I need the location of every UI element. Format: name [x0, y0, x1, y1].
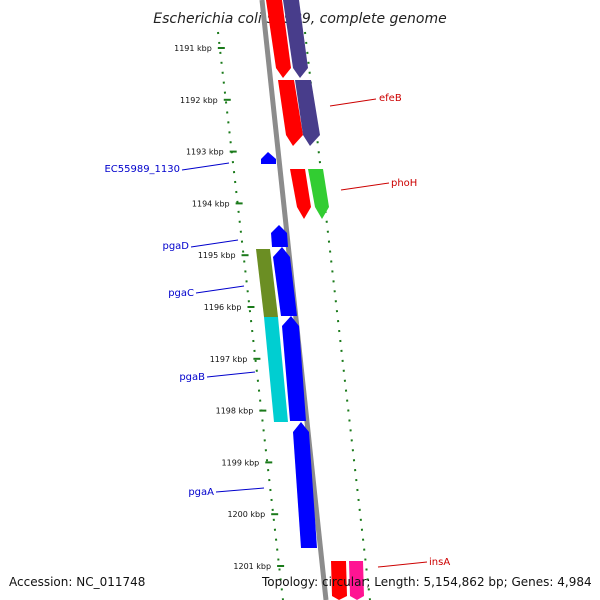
gene-pgaA [293, 422, 317, 548]
gene-EC55989_1130 [261, 152, 276, 164]
tick-label: 1191 kbp [174, 44, 212, 53]
label-pgaA: pgaA [188, 487, 214, 498]
label-insA: insA [429, 557, 450, 568]
gene-red-3 [290, 169, 311, 219]
tick-label: 1199 kbp [222, 458, 260, 467]
gene-pgaB [282, 316, 306, 421]
gene-slate-1 [283, 0, 308, 78]
EC55989_1130-leader [181, 162, 230, 171]
tick-label: 1194 kbp [192, 199, 230, 208]
gene-pgaC-olive [256, 249, 278, 317]
tick-label: 1198 kbp [216, 407, 254, 416]
pgaD-leader [190, 239, 239, 248]
gene-efeB [295, 80, 320, 146]
gene-pgaB-cyan [264, 317, 288, 422]
label-EC55989_1130: EC55989_1130 [104, 164, 180, 175]
tick-label: 1197 kbp [210, 355, 248, 364]
gene-red-1 [266, 0, 291, 78]
phoH-leader [340, 182, 390, 191]
accession-text: Accession: NC_011748 [9, 575, 146, 589]
label-pgaC: pgaC [168, 288, 194, 299]
pgaC-leader [195, 285, 245, 294]
efeB-leader [329, 98, 377, 107]
pgaB-leader [206, 371, 256, 378]
ruler: 1191 kbp 1192 kbp 1193 kbp 1194 kbp 1195 kbp… [174, 44, 285, 571]
gene-pgaC [273, 247, 297, 316]
tick-label: 1201 kbp [233, 562, 271, 571]
label-efeB: efeB [379, 93, 402, 104]
gene-phoH [308, 169, 329, 219]
tick-label: 1196 kbp [204, 303, 242, 312]
gene-insA-pink [349, 561, 364, 600]
tick-label: 1193 kbp [186, 148, 224, 157]
tick-label: 1195 kbp [198, 251, 236, 260]
label-pgaB: pgaB [179, 372, 205, 383]
tick-label: 1192 kbp [180, 96, 218, 105]
gene-red-2 [278, 80, 303, 146]
label-phoH: phoH [391, 178, 417, 189]
gene-insA-red [331, 561, 347, 600]
insA-leader [377, 561, 428, 568]
pgaA-leader [215, 487, 265, 493]
topology-text: Topology: circular; Length: 5,154,862 bp… [262, 575, 592, 589]
label-pgaD: pgaD [162, 241, 189, 252]
tick-label: 1200 kbp [227, 510, 265, 519]
gene-pgaD [271, 225, 288, 247]
